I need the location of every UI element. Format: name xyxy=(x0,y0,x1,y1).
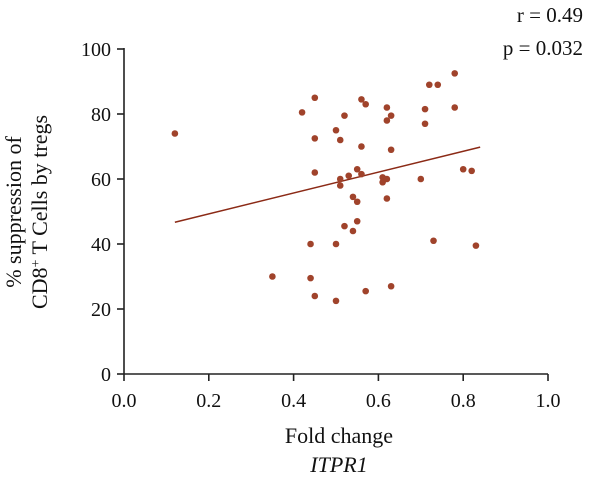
x-tick-label: 0.8 xyxy=(451,390,476,412)
x-tick-label: 0.6 xyxy=(366,390,391,412)
x-tick-label: 0.4 xyxy=(281,390,306,412)
y-tick-label: 60 xyxy=(91,169,111,191)
data-point xyxy=(417,175,425,183)
data-point xyxy=(387,112,395,119)
ticks: 0.0 0.2 0.4 0.6 0.8 1.0 0 20 40 60 80 100 xyxy=(81,39,561,412)
data-point xyxy=(434,81,442,89)
data-point xyxy=(349,227,357,235)
data-point xyxy=(336,182,344,189)
y-axis-title-cd8: CD8 xyxy=(27,267,52,309)
data-points xyxy=(171,70,480,305)
y-axis-title-sup: + xyxy=(29,259,44,267)
data-point xyxy=(307,240,314,248)
data-point xyxy=(311,135,319,142)
data-point xyxy=(311,94,319,102)
data-point xyxy=(332,240,340,248)
data-point xyxy=(383,104,391,111)
data-point xyxy=(472,242,480,249)
data-point xyxy=(430,237,437,245)
y-tick-label: 100 xyxy=(81,39,111,61)
data-point xyxy=(349,193,357,201)
data-point xyxy=(451,70,459,77)
data-point xyxy=(353,198,361,206)
data-point xyxy=(421,105,429,113)
data-point xyxy=(387,282,395,290)
data-point xyxy=(332,126,340,134)
data-point xyxy=(353,217,361,225)
regression-line xyxy=(174,146,481,223)
data-point xyxy=(421,120,429,128)
data-point xyxy=(341,112,348,119)
data-point xyxy=(269,273,276,280)
x-tick-label: 1.0 xyxy=(536,390,561,412)
data-point xyxy=(358,170,365,178)
data-point xyxy=(336,136,344,144)
stat-p: p = 0.032 xyxy=(503,36,583,60)
data-point xyxy=(358,143,365,150)
data-point xyxy=(311,169,319,176)
y-axis-title-line2: CD8+ T Cells by tregs xyxy=(27,115,52,309)
data-point xyxy=(336,175,344,183)
y-tick-label: 40 xyxy=(91,234,111,256)
y-axis-title-line1: % suppression of xyxy=(1,136,26,288)
data-point xyxy=(425,81,433,89)
data-point xyxy=(345,172,353,180)
data-point xyxy=(307,274,314,282)
y-tick-label: 0 xyxy=(101,364,111,386)
data-point xyxy=(358,96,365,103)
data-point xyxy=(311,292,319,300)
data-point xyxy=(383,175,391,183)
x-tick-label: 0.2 xyxy=(196,390,221,412)
axes xyxy=(123,48,548,375)
data-point xyxy=(362,100,369,108)
data-point xyxy=(298,109,306,116)
data-point xyxy=(353,165,361,173)
data-point xyxy=(383,117,391,124)
data-point xyxy=(383,195,391,202)
x-axis-subtitle: ITPR1 xyxy=(309,452,367,477)
data-point xyxy=(468,167,475,175)
data-point xyxy=(387,146,395,154)
data-point xyxy=(341,222,348,230)
data-point xyxy=(332,297,340,305)
data-point xyxy=(459,165,467,173)
y-tick-label: 20 xyxy=(91,299,111,321)
y-axis-title-rest: T Cells by tregs xyxy=(27,115,52,260)
x-axis-title: Fold change xyxy=(285,423,393,448)
x-tick-label: 0.0 xyxy=(112,390,137,412)
data-point xyxy=(362,287,369,295)
stat-r: r = 0.49 xyxy=(517,3,583,27)
data-point xyxy=(171,130,179,137)
data-point xyxy=(451,104,459,111)
y-tick-label: 80 xyxy=(91,104,111,126)
